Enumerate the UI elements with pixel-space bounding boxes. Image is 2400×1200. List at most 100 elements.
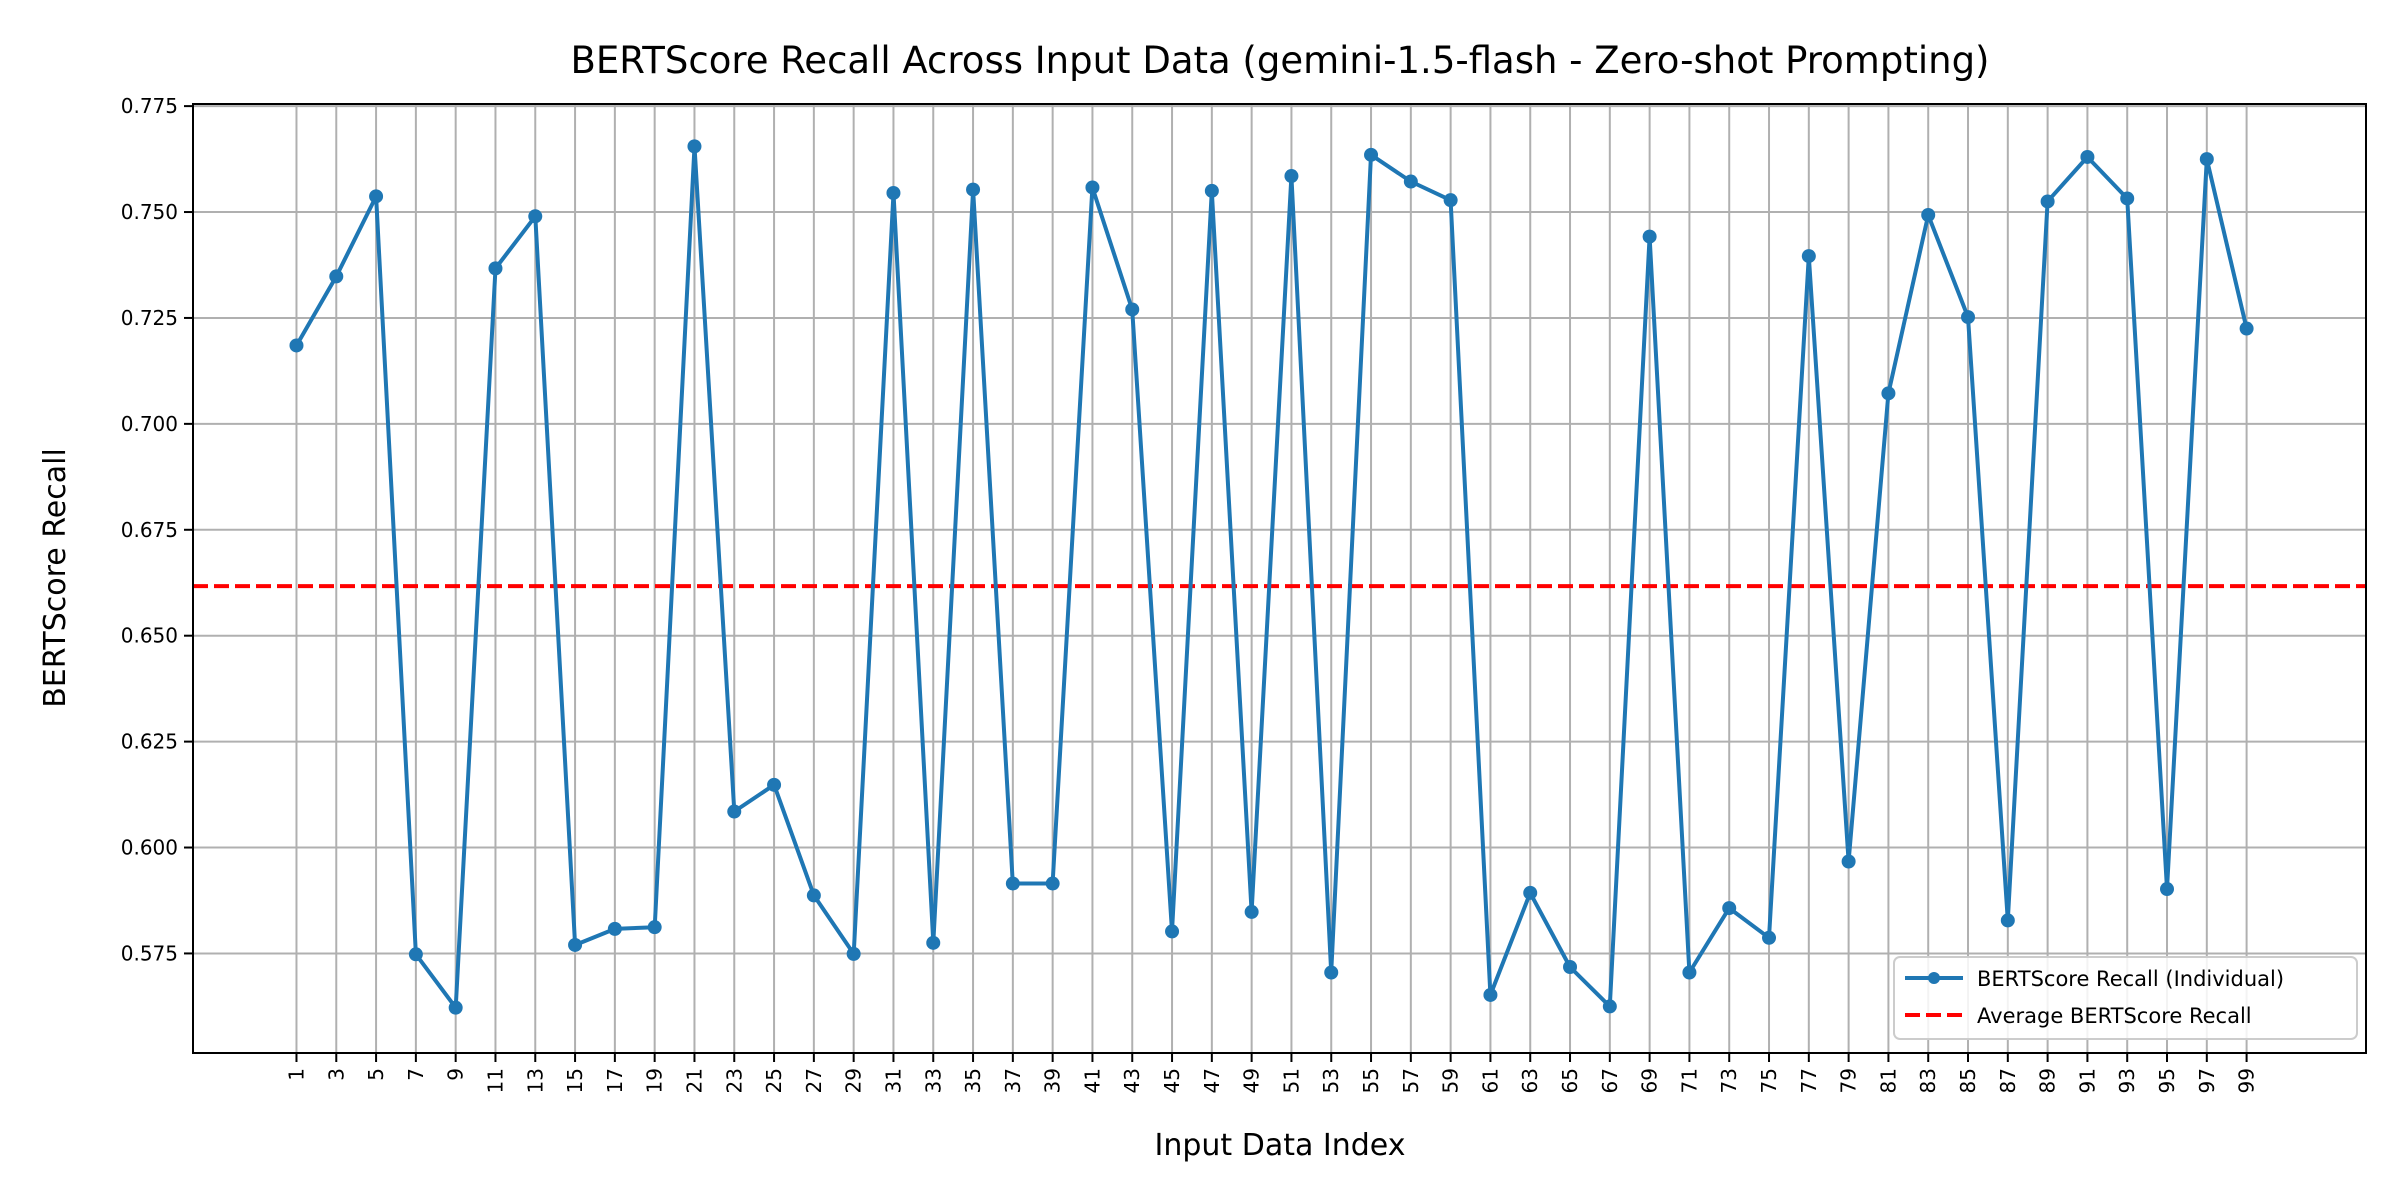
x-tick-label: 63 (1518, 1068, 1542, 1093)
x-tick-label: 33 (921, 1068, 945, 1093)
x-tick-label: 91 (2075, 1068, 2099, 1093)
plot-frame (192, 103, 2367, 1054)
x-tick-label: 89 (2036, 1068, 2060, 1093)
data-point (488, 261, 503, 276)
x-tick-label: 17 (603, 1068, 627, 1093)
data-point (1921, 207, 1936, 222)
x-tick-label: 43 (1120, 1068, 1144, 1093)
x-tick-label: 57 (1399, 1068, 1423, 1093)
data-point (1324, 965, 1339, 980)
data-point (568, 937, 583, 952)
y-tick-label: 0.575 (121, 941, 178, 965)
y-tick-label: 0.650 (121, 624, 178, 648)
y-tick-label: 0.625 (121, 730, 178, 754)
x-tick-label: 73 (1717, 1068, 1741, 1093)
x-tick-label: 29 (842, 1068, 866, 1093)
x-tick-label: 59 (1439, 1068, 1463, 1093)
data-point (1085, 180, 1100, 195)
data-point (448, 1000, 463, 1015)
x-tick-label: 25 (762, 1068, 786, 1093)
data-point (528, 209, 543, 224)
data-point (1961, 310, 1976, 325)
x-tick-label: 13 (523, 1068, 547, 1093)
data-point (1563, 959, 1578, 974)
legend: BERTScore Recall (Individual) Average BE… (1893, 956, 2358, 1040)
data-point (687, 139, 702, 154)
x-tick-label: 51 (1279, 1068, 1303, 1093)
data-point (647, 920, 662, 935)
data-point (767, 777, 782, 792)
x-tick-label: 75 (1757, 1068, 1781, 1093)
data-point (1881, 386, 1896, 401)
x-tick-label: 11 (483, 1068, 507, 1093)
data-point (289, 338, 304, 353)
x-tick-label: 53 (1319, 1068, 1343, 1093)
x-tick-label: 49 (1240, 1068, 1264, 1093)
y-tick-label: 0.725 (121, 306, 178, 330)
data-point (1284, 169, 1299, 184)
x-tick-label: 77 (1797, 1068, 1821, 1093)
data-point (1801, 249, 1816, 264)
x-tick-label: 97 (2195, 1068, 2219, 1093)
data-point (1602, 999, 1617, 1014)
legend-label-individual: BERTScore Recall (Individual) (1977, 967, 2284, 991)
x-tick-label: 83 (1916, 1068, 1940, 1093)
data-point (1682, 965, 1697, 980)
x-tick-label: 19 (643, 1068, 667, 1093)
data-point (1523, 885, 1538, 900)
x-tick-label: 55 (1359, 1068, 1383, 1093)
x-tick-label: 67 (1598, 1068, 1622, 1093)
data-point (1125, 302, 1140, 317)
x-axis-label: Input Data Index (1155, 1128, 1406, 1163)
x-tick-label: 23 (722, 1068, 746, 1093)
x-tick-label: 35 (961, 1068, 985, 1093)
data-point (2120, 191, 2135, 206)
data-point (369, 189, 384, 204)
data-point (926, 935, 941, 950)
x-tick-label: 31 (881, 1068, 905, 1093)
data-point (1443, 193, 1458, 208)
y-tick-label: 0.775 (121, 94, 178, 118)
data-point (329, 269, 344, 284)
y-tick-label: 0.750 (121, 200, 178, 224)
data-point (1165, 924, 1180, 939)
data-point (2160, 882, 2175, 897)
series-line-individual (294, 144, 2249, 1010)
x-axis-ticks: 1 3 5 7 9 11 13 15 17 19 21 23 25 27 29 31 33 35 37 39 41 43 4… (284, 1053, 2259, 1093)
x-tick-label: 47 (1200, 1068, 1224, 1093)
legend-label-average: Average BERTScore Recall (1977, 1004, 2252, 1028)
x-tick-label: 7 (404, 1068, 428, 1081)
x-tick-label: 85 (1956, 1068, 1980, 1093)
data-point (2239, 321, 2254, 336)
legend-box (1893, 956, 2358, 1040)
x-tick-label: 45 (1160, 1068, 1184, 1093)
data-point (1204, 183, 1219, 198)
grid (193, 104, 2366, 1053)
x-tick-label: 5 (364, 1068, 388, 1081)
y-tick-label: 0.675 (121, 518, 178, 542)
data-point (1841, 854, 1856, 869)
x-tick-label: 3 (324, 1068, 348, 1081)
x-tick-label: 95 (2155, 1068, 2179, 1093)
data-point (2040, 194, 2055, 209)
x-tick-label: 71 (1677, 1068, 1701, 1093)
x-tick-label: 79 (1837, 1068, 1861, 1093)
data-point (806, 888, 821, 903)
x-tick-label: 9 (444, 1068, 468, 1081)
chart-title: BERTScore Recall Across Input Data (gemi… (570, 39, 1989, 82)
data-point (1244, 904, 1259, 919)
x-tick-label: 69 (1638, 1068, 1662, 1093)
data-point (2080, 149, 2095, 164)
x-tick-label: 15 (563, 1068, 587, 1093)
y-axis-ticks: 0.575 0.600 0.625 0.650 0.675 0.700 0.725 0.750… (121, 94, 193, 965)
x-tick-label: 65 (1558, 1068, 1582, 1093)
data-point (607, 921, 622, 936)
data-point (727, 804, 742, 819)
x-tick-label: 93 (2115, 1068, 2139, 1093)
y-tick-label: 0.600 (121, 836, 178, 860)
data-point (2000, 913, 2015, 928)
data-point (2199, 152, 2214, 167)
x-tick-label: 41 (1080, 1068, 1104, 1093)
data-point (408, 947, 423, 962)
